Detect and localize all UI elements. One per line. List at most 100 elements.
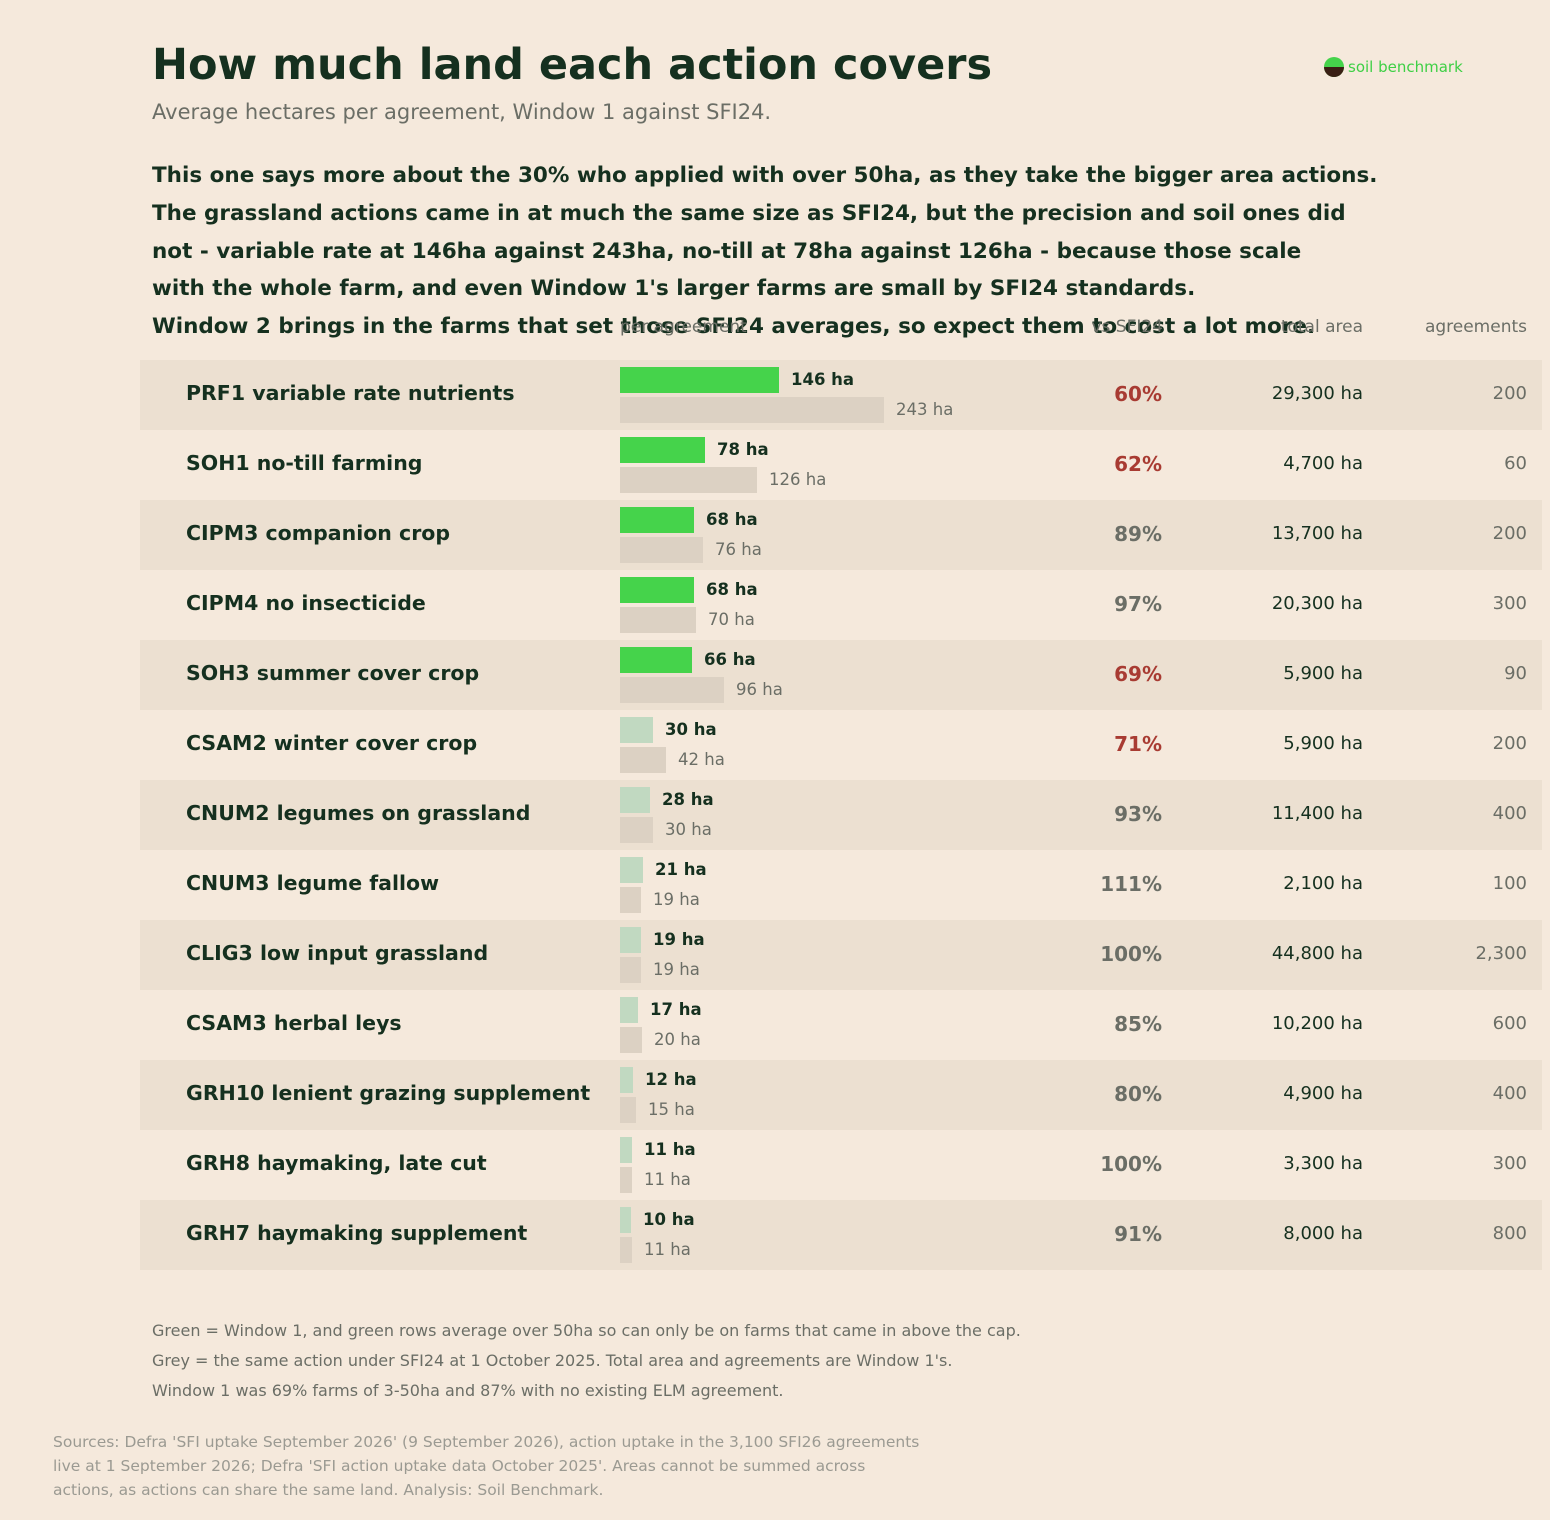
table-row[interactable]: CSAM3 herbal leys 17 ha 20 ha 85% 10,200 ha 6… [140,990,1542,1060]
intro-line: This one says more about the 30% who app… [152,163,1378,188]
total-area-value: 20,300 ha [1271,593,1363,614]
agreements-count: 90 [1504,663,1527,684]
sfi24-value-label: 126 ha [769,470,827,489]
action-label: CNUM2 legumes on grassland [186,801,531,825]
table-row[interactable]: GRH10 lenient grazing supplement 12 ha 15 … [140,1060,1542,1130]
window1-bar [620,787,650,813]
intro-line: Window 2 brings in the farms that set th… [152,314,1316,340]
intro-line: The grassland actions came in at much th… [152,200,1346,226]
total-area-value: 13,700 ha [1271,523,1363,544]
total-area-value: 8,000 ha [1283,1223,1363,1244]
table-row[interactable]: SOH1 no-till farming 78 ha 126 ha 62% 4,700 … [140,430,1542,500]
vs-sfi24-percent: 97% [1114,592,1162,616]
window1-value-label: 68 ha [706,580,758,599]
agreements-count: 400 [1492,1083,1527,1104]
table-row[interactable]: CIPM3 companion crop 68 ha 76 ha 89% 13,700 … [140,500,1542,570]
action-rows: PRF1 variable rate nutrients 146 ha 243 ha… [140,360,1542,1270]
note-line: Green = Window 1, and green rows average… [152,1321,1021,1340]
sfi24-value-label: 30 ha [665,820,712,839]
sfi24-bar [620,817,653,843]
brand-logo[interactable]: soil benchmark [1324,57,1463,77]
window1-value-label: 11 ha [644,1140,696,1159]
soil-globe-icon [1324,57,1344,77]
table-row[interactable]: CSAM2 winter cover crop 30 ha 42 ha 71% 5,90… [140,710,1542,780]
sfi24-value-label: 70 ha [708,610,755,629]
window1-bar [620,1207,631,1233]
window1-bar [620,857,643,883]
total-area-value: 29,300 ha [1271,383,1363,404]
total-area-value: 10,200 ha [1271,1013,1363,1034]
vs-sfi24-percent: 111% [1100,872,1162,896]
sfi24-value-label: 20 ha [654,1030,701,1049]
sfi24-bar [620,1097,636,1123]
window1-value-label: 19 ha [653,930,705,949]
source-line: actions, as actions can share the same l… [53,1481,604,1499]
sfi24-bar [620,1167,632,1193]
page-title: How much land each action covers [152,40,993,90]
window1-value-label: 10 ha [643,1210,695,1229]
action-label: GRH10 lenient grazing supplement [186,1081,591,1105]
window1-value-label: 17 ha [650,1000,702,1019]
window1-bar [620,1137,632,1163]
intro-text: This one says more about the 30% who app… [152,157,1442,346]
window1-value-label: 21 ha [655,860,707,879]
action-label: SOH3 summer cover crop [186,661,480,685]
vs-sfi24-percent: 71% [1114,732,1162,756]
table-row[interactable]: GRH8 haymaking, late cut 11 ha 11 ha 100% 3,… [140,1130,1542,1200]
sfi24-bar [620,467,757,493]
table-row[interactable]: CNUM3 legume fallow 21 ha 19 ha 111% 2,100 h… [140,850,1542,920]
action-label: GRH7 haymaking supplement [186,1221,528,1245]
vs-sfi24-percent: 89% [1114,522,1162,546]
agreements-count: 60 [1504,453,1527,474]
sfi24-bar [620,397,884,423]
column-header-total-area: total area [1280,317,1363,337]
action-label: SOH1 no-till farming [186,451,423,475]
column-header-agreements: agreements [1424,317,1527,337]
agreements-count: 200 [1492,523,1527,544]
agreements-count: 300 [1492,1153,1527,1174]
total-area-value: 44,800 ha [1271,943,1363,964]
sfi24-bar [620,677,724,703]
total-area-value: 5,900 ha [1283,733,1363,754]
action-label: PRF1 variable rate nutrients [186,381,515,405]
table-row[interactable]: CLIG3 low input grassland 19 ha 19 ha 100% 4… [140,920,1542,990]
sfi24-bar [620,537,703,563]
action-label: CSAM3 herbal leys [186,1011,402,1035]
sfi24-value-label: 19 ha [653,890,700,909]
action-label: CLIG3 low input grassland [186,941,489,965]
table-row[interactable]: CIPM4 no insecticide 68 ha 70 ha 97% 20,300 … [140,570,1542,640]
table-row[interactable]: GRH7 haymaking supplement 10 ha 11 ha 91% 8,… [140,1200,1542,1270]
sfi24-bar [620,887,641,913]
sfi24-bar [620,1237,632,1263]
vs-sfi24-percent: 91% [1114,1222,1162,1246]
sfi24-bar [620,747,666,773]
legend-notes: Green = Window 1, and green rows average… [152,1316,1021,1406]
window1-value-label: 68 ha [706,510,758,529]
note-line: Grey = the same action under SFI24 at 1 … [152,1351,953,1370]
window1-value-label: 12 ha [645,1070,697,1089]
sfi24-value-label: 42 ha [678,750,725,769]
total-area-value: 2,100 ha [1283,873,1363,894]
window1-value-label: 146 ha [791,370,855,389]
vs-sfi24-percent: 69% [1114,662,1162,686]
table-row[interactable]: SOH3 summer cover crop 66 ha 96 ha 69% 5,900… [140,640,1542,710]
window1-value-label: 66 ha [704,650,756,669]
sfi24-value-label: 11 ha [644,1240,691,1259]
agreements-count: 200 [1492,383,1527,404]
sfi24-value-label: 19 ha [653,960,700,979]
window1-bar [620,367,779,393]
table-row[interactable]: PRF1 variable rate nutrients 146 ha 243 ha… [140,360,1542,430]
window1-value-label: 30 ha [665,720,717,739]
sfi24-bar [620,957,641,983]
total-area-value: 4,700 ha [1283,453,1363,474]
column-header-vs-sfi24: vs SFI24 [1091,317,1163,337]
agreements-count: 300 [1492,593,1527,614]
window1-bar [620,507,694,533]
total-area-value: 3,300 ha [1283,1153,1363,1174]
window1-bar [620,997,638,1023]
note-line: Window 1 was 69% farms of 3-50ha and 87%… [152,1381,784,1400]
table-row[interactable]: CNUM2 legumes on grassland 28 ha 30 ha 93% 1… [140,780,1542,850]
agreements-count: 200 [1492,733,1527,754]
column-header-per-agreement: per agreement [620,317,747,337]
vs-sfi24-percent: 80% [1114,1082,1162,1106]
